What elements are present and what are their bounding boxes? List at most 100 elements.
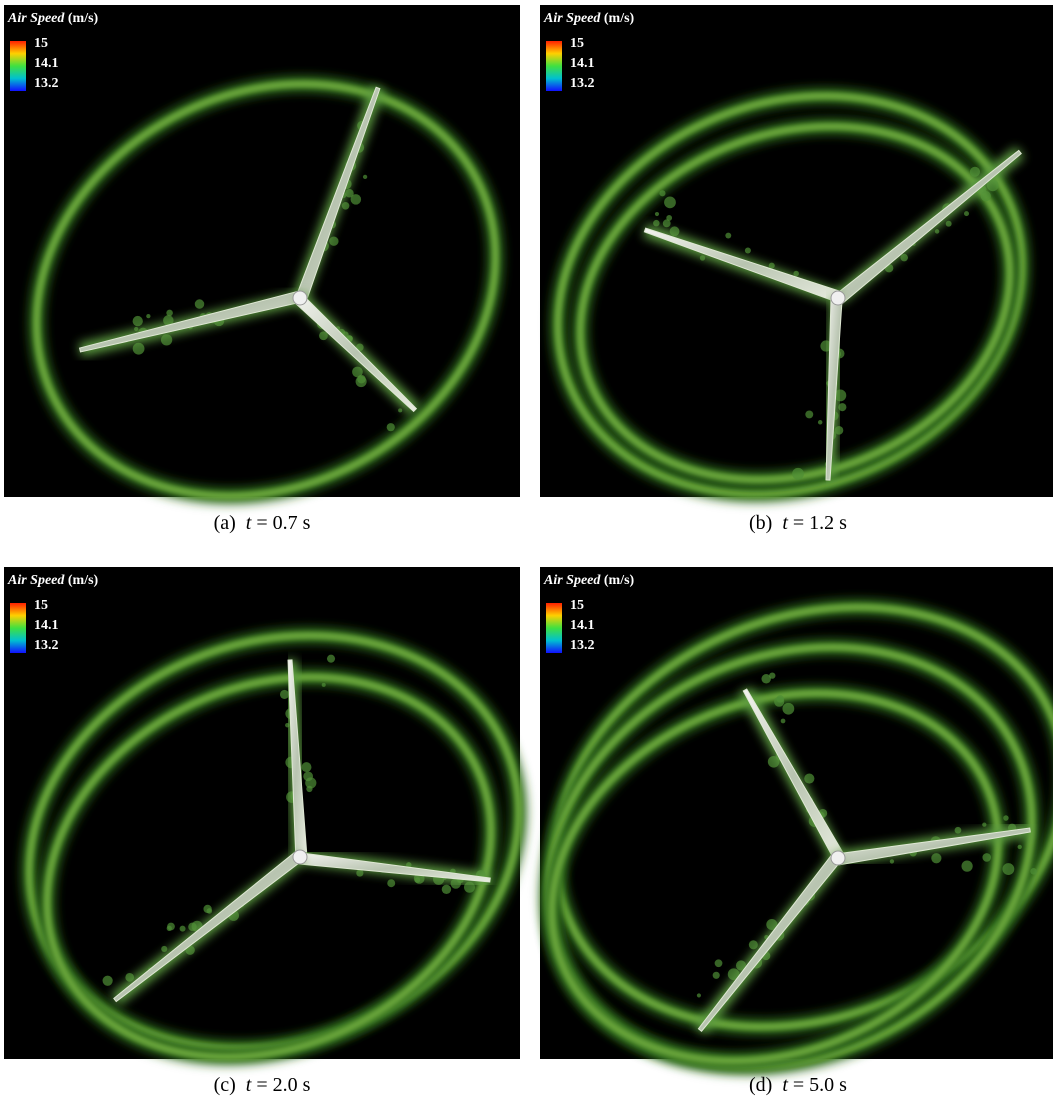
legend-title: Air Speed (m/s) — [7, 573, 99, 588]
wake-blob — [981, 191, 991, 201]
colorbar-label: 13.2 — [34, 76, 59, 91]
wake-blob — [398, 408, 402, 412]
wake-blob — [955, 827, 962, 834]
legend-title: Air Speed (m/s) — [543, 573, 635, 588]
panel: Air Speed (m/s)1514.113.2 — [0, 567, 577, 1106]
wake-blob — [935, 229, 939, 233]
colorbar-label: 15 — [34, 36, 48, 51]
wake-blob — [781, 719, 786, 724]
colorbar-label: 13.2 — [570, 76, 595, 91]
panel: Air Speed (m/s) 15 14.1 13.2 — [0, 5, 568, 575]
wake-blob — [342, 202, 350, 210]
wake-blob — [167, 923, 175, 931]
wake-blob — [653, 220, 660, 227]
render-background — [4, 5, 520, 497]
legend-quantity: Air Speed — [7, 573, 65, 588]
wake-blob — [303, 771, 313, 781]
legend-unit: (m/s) — [604, 11, 635, 26]
caption-label: (b) — [749, 512, 772, 534]
panel: Air Speed (m/s) 15 14.1 13.2 — [479, 533, 1053, 1106]
colorbar-label: 14.1 — [570, 56, 595, 71]
caption-label: (a) — [214, 512, 236, 534]
wake-blob — [782, 703, 794, 715]
wake-blob — [890, 859, 894, 863]
colorbar-label: 15 — [570, 598, 584, 613]
wake-blob — [1030, 868, 1037, 875]
colorbar-label: 15 — [34, 598, 48, 613]
wake-blob — [804, 773, 814, 783]
hub — [831, 851, 845, 865]
legend-title: Air Speed (m/s) — [543, 11, 635, 26]
caption-variable: t — [782, 512, 788, 534]
wake-blob — [964, 211, 969, 216]
wake-blob — [776, 695, 784, 703]
hub — [293, 291, 307, 305]
colorbar — [546, 41, 562, 91]
legend-quantity: Air Speed — [7, 11, 65, 26]
colorbar — [10, 41, 26, 91]
figure: Air Speed (m/s)1514.113.2(a) t = 0.7 sAi… — [0, 0, 1053, 1106]
wake-blob — [387, 879, 395, 887]
wake-blob — [1002, 863, 1014, 875]
wake-blob — [351, 194, 362, 205]
wake-blob — [725, 233, 731, 239]
wake-blob — [749, 940, 758, 949]
caption-rest: = 2.0 s — [256, 1074, 310, 1096]
caption-label: (d) — [749, 1074, 772, 1096]
wake-blob — [713, 972, 720, 979]
colorbar-label: 13.2 — [34, 638, 59, 653]
caption-variable: t — [782, 1074, 788, 1096]
caption-rest: = 5.0 s — [793, 1074, 847, 1096]
caption-variable: t — [246, 1074, 252, 1096]
wake-blob — [715, 959, 723, 967]
wake-blob — [180, 926, 186, 932]
caption: (a) t = 0.7 s — [214, 512, 311, 534]
wake-blob — [982, 853, 991, 862]
wake-blob — [146, 314, 150, 318]
wake-blob — [659, 190, 665, 196]
wake-blob — [133, 343, 145, 355]
wake-blob — [442, 885, 451, 894]
hub — [831, 291, 845, 305]
page: Air Speed (m/s)1514.113.2(a) t = 0.7 sAi… — [0, 0, 1053, 1106]
legend-unit: (m/s) — [68, 11, 99, 26]
wake-blob — [195, 299, 204, 308]
caption-label: (c) — [214, 1074, 236, 1096]
wake-blob — [356, 376, 367, 387]
colorbar-label: 14.1 — [34, 56, 59, 71]
legend-unit: (m/s) — [68, 573, 99, 588]
wake-blob — [664, 197, 676, 209]
caption: (d) t = 5.0 s — [749, 1074, 847, 1096]
colorbar — [546, 603, 562, 653]
legend-title: Air Speed (m/s) — [7, 11, 99, 26]
legend-quantity: Air Speed — [543, 573, 601, 588]
wake-blob — [697, 993, 701, 997]
wake-blob — [166, 310, 173, 317]
wake-blob — [663, 219, 671, 227]
colorbar — [10, 603, 26, 653]
wake-blob — [961, 861, 972, 872]
caption: (c) t = 2.0 s — [214, 1074, 311, 1096]
wake-blob — [1003, 815, 1008, 820]
hub — [293, 850, 307, 864]
caption-rest: = 0.7 s — [256, 512, 310, 534]
legend-quantity: Air Speed — [543, 11, 601, 26]
wake-blob — [301, 762, 311, 772]
wake-blob — [761, 674, 770, 683]
wake-blob — [203, 905, 211, 913]
wake-blob — [327, 655, 335, 663]
wake-blob — [161, 946, 167, 952]
panel: Air Speed (m/s) 15 14.1 13.2 — [497, 5, 1053, 562]
wake-blob — [946, 221, 952, 227]
wake-blob — [1018, 845, 1022, 849]
wake-blob — [982, 822, 986, 826]
colorbar-label: 14.1 — [570, 618, 595, 633]
wake-blob — [745, 247, 751, 253]
wake-blob — [931, 853, 941, 863]
wake-blob — [103, 976, 113, 986]
caption-variable: t — [246, 512, 252, 534]
wake-blob — [970, 167, 980, 177]
wake-blob — [329, 237, 338, 246]
colorbar-label: 15 — [570, 36, 584, 51]
colorbar-label: 13.2 — [570, 638, 595, 653]
